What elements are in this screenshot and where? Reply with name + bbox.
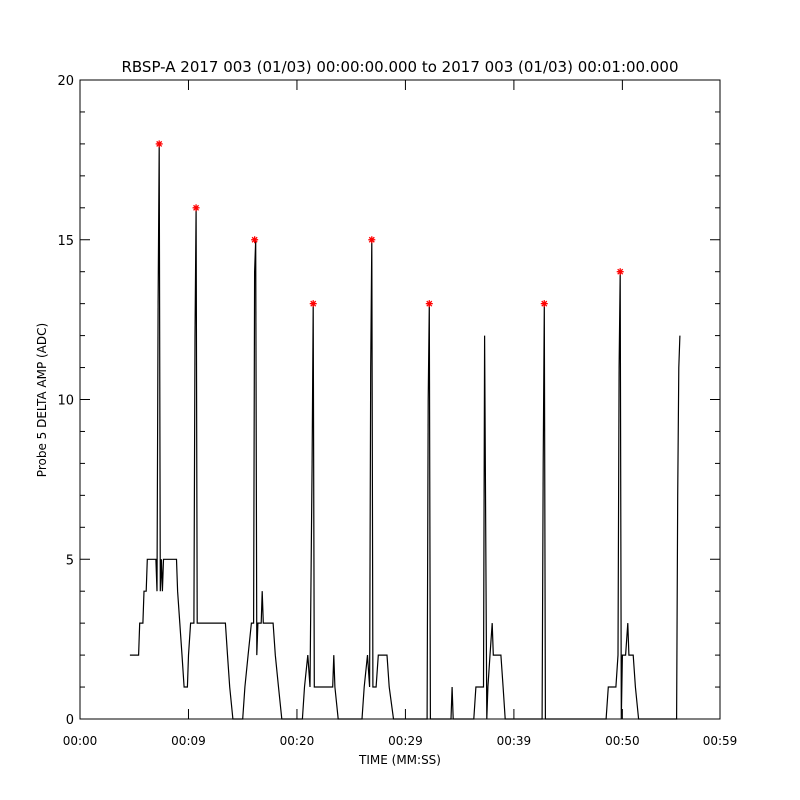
x-tick-label: 00:29: [388, 734, 423, 748]
peak-marker: [368, 236, 376, 244]
x-tick-label: 00:50: [605, 734, 640, 748]
peak-marker: [251, 236, 259, 244]
y-axis-label: Probe 5 DELTA AMP (ADC): [35, 323, 49, 477]
x-tick-label: 00:39: [497, 734, 532, 748]
x-tick-label: 00:20: [280, 734, 315, 748]
peak-marker: [192, 204, 200, 212]
y-tick-label: 15: [57, 234, 74, 249]
x-tick-label: 00:09: [171, 734, 206, 748]
x-tick-label: 00:59: [703, 734, 738, 748]
series-line: [129, 143, 681, 720]
plot-frame: [79, 79, 721, 720]
peak-marker: [540, 300, 548, 308]
x-tick-label: 00:00: [63, 734, 98, 748]
y-tick-label: 10: [57, 394, 74, 409]
peak-marker: [309, 300, 317, 308]
y-tick-label: 0: [66, 713, 74, 728]
peak-marker: [616, 268, 624, 276]
x-axis-label: TIME (MM:SS): [358, 753, 441, 767]
plot-border: [79, 79, 721, 720]
y-tick-label: 20: [57, 74, 74, 89]
series-layer: [129, 143, 681, 720]
y-tick-label: 5: [66, 553, 74, 568]
peak-marker: [155, 140, 163, 148]
chart-title: RBSP-A 2017 003 (01/03) 00:00:00.000 to …: [121, 58, 678, 76]
y-axis: 0 5 10 15 20: [57, 74, 720, 728]
x-axis: 00:00 00:09 00:20 00:29 00:39 00:50 00:59: [63, 80, 738, 748]
peak-marker: [425, 300, 433, 308]
peak-markers: [155, 140, 624, 308]
